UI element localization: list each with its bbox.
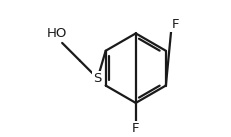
Text: S: S [93,72,101,85]
Text: HO: HO [47,27,67,40]
Text: F: F [131,122,139,135]
Text: F: F [171,18,178,31]
